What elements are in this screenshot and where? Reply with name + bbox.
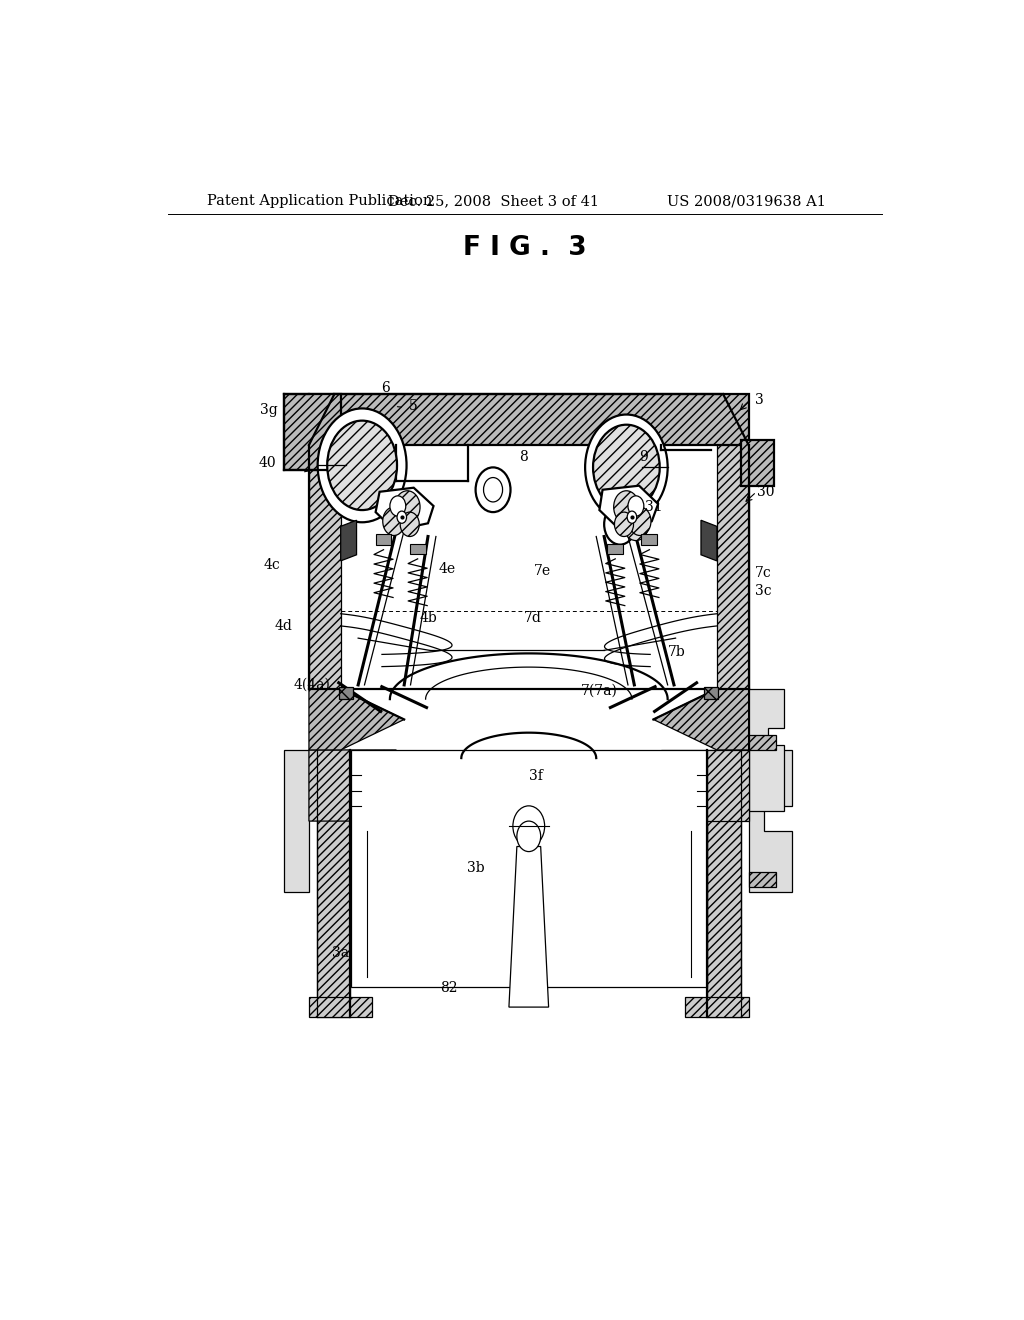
Bar — [309, 997, 373, 1018]
Bar — [284, 395, 341, 470]
Bar — [309, 395, 749, 445]
Bar — [717, 445, 749, 689]
Text: 4e: 4e — [438, 562, 456, 576]
Text: 4d: 4d — [274, 619, 293, 634]
Polygon shape — [662, 750, 749, 821]
Bar — [339, 686, 353, 700]
Polygon shape — [341, 520, 356, 561]
Text: 3: 3 — [755, 393, 764, 408]
Text: 7c: 7c — [755, 566, 772, 579]
Bar — [685, 997, 749, 1018]
Text: 8: 8 — [519, 450, 527, 465]
Text: 3a: 3a — [332, 946, 349, 960]
Polygon shape — [309, 750, 396, 821]
Bar — [749, 873, 776, 887]
Text: 30: 30 — [757, 484, 774, 499]
Polygon shape — [509, 846, 549, 1007]
Circle shape — [390, 496, 406, 516]
Bar — [316, 750, 350, 1018]
Circle shape — [400, 512, 419, 536]
Polygon shape — [701, 520, 717, 561]
Circle shape — [394, 491, 420, 523]
Circle shape — [593, 425, 659, 510]
Text: 3c: 3c — [755, 585, 771, 598]
Text: Dec. 25, 2008  Sheet 3 of 41: Dec. 25, 2008 Sheet 3 of 41 — [387, 194, 599, 209]
Text: 6: 6 — [382, 381, 390, 395]
Text: Patent Application Publication: Patent Application Publication — [207, 194, 433, 209]
Text: US 2008/0319638 A1: US 2008/0319638 A1 — [668, 194, 826, 209]
Text: 7e: 7e — [534, 564, 551, 578]
Text: 9: 9 — [639, 450, 648, 465]
Text: 3f: 3f — [529, 770, 543, 783]
Circle shape — [627, 511, 637, 523]
Text: 3g: 3g — [260, 404, 279, 417]
Text: 7(7a): 7(7a) — [581, 684, 617, 698]
Circle shape — [475, 467, 511, 512]
Polygon shape — [653, 689, 749, 750]
Text: 82: 82 — [440, 981, 458, 995]
Polygon shape — [341, 445, 717, 669]
Circle shape — [585, 414, 668, 520]
Bar — [351, 750, 707, 987]
Bar — [740, 440, 774, 486]
Bar — [749, 735, 776, 750]
Circle shape — [613, 491, 639, 523]
Polygon shape — [284, 750, 309, 892]
Polygon shape — [749, 750, 793, 892]
Text: 3b: 3b — [467, 861, 484, 875]
Circle shape — [604, 504, 636, 545]
Bar — [309, 445, 341, 689]
Polygon shape — [309, 689, 404, 750]
Circle shape — [383, 507, 404, 536]
Circle shape — [513, 805, 545, 846]
Polygon shape — [749, 689, 784, 810]
Bar — [708, 750, 740, 1018]
Circle shape — [397, 511, 407, 523]
Circle shape — [614, 512, 634, 536]
Text: 31: 31 — [644, 500, 663, 513]
Bar — [607, 544, 624, 554]
Text: 4c: 4c — [264, 558, 281, 572]
Circle shape — [629, 507, 651, 536]
Circle shape — [624, 508, 648, 541]
Bar — [376, 535, 391, 545]
Bar — [410, 544, 426, 554]
Circle shape — [317, 408, 407, 523]
Bar — [705, 686, 719, 700]
Polygon shape — [599, 486, 658, 528]
Text: 7d: 7d — [524, 611, 542, 624]
Text: 5: 5 — [410, 400, 418, 413]
Text: 4(4a): 4(4a) — [294, 678, 331, 692]
Circle shape — [628, 496, 644, 516]
Circle shape — [517, 821, 541, 851]
Text: 40: 40 — [258, 457, 275, 470]
Bar — [641, 535, 657, 545]
Circle shape — [328, 421, 397, 510]
Polygon shape — [376, 487, 433, 531]
Text: 7b: 7b — [669, 645, 686, 660]
Circle shape — [483, 478, 503, 502]
Text: F I G .  3: F I G . 3 — [463, 235, 587, 261]
Text: 4b: 4b — [419, 611, 437, 624]
